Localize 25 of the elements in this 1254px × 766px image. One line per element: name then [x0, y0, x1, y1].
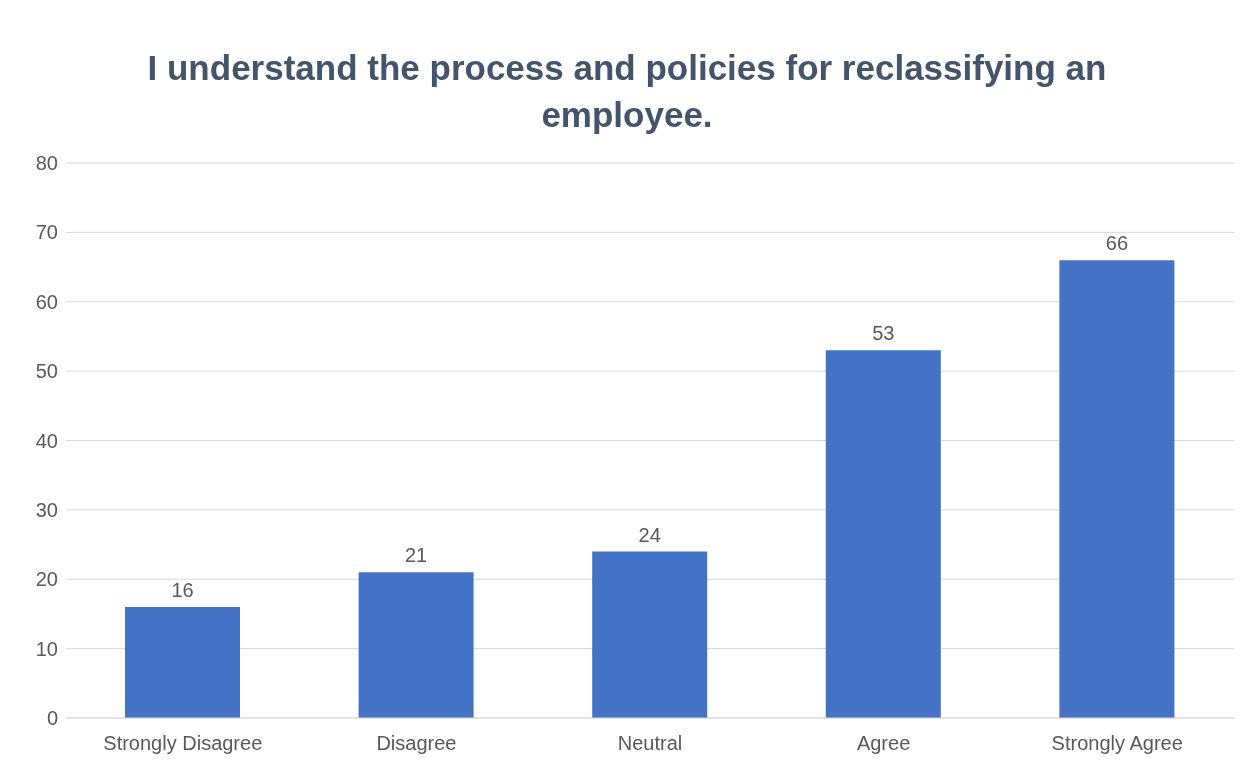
x-tick-label: Disagree [376, 732, 457, 755]
y-tick-label: 20 [35, 568, 58, 591]
x-tick-label: Agree [856, 732, 911, 755]
data-label: 66 [1105, 232, 1129, 255]
y-tick-label: 70 [35, 221, 58, 244]
bar [358, 572, 474, 718]
y-tick-label: 50 [35, 360, 58, 383]
data-label: 24 [638, 523, 661, 546]
data-label: 21 [404, 544, 428, 567]
y-tick-label: 80 [35, 152, 58, 175]
x-tick-label: Strongly Agree [1051, 732, 1183, 755]
bar [592, 551, 708, 718]
y-tick-label: 0 [46, 707, 58, 730]
x-tick-label: Neutral [617, 732, 683, 755]
bar [125, 607, 240, 718]
y-tick-label: 10 [35, 637, 58, 660]
data-label: 16 [171, 579, 194, 601]
x-tick-label: Strongly Disagree [103, 732, 263, 755]
bar [1059, 260, 1175, 718]
chart-title: I understand the process and policies for reclassifying an employee. [146, 47, 1108, 136]
y-tick-label: 60 [35, 290, 58, 313]
bar [825, 350, 941, 718]
y-tick-label: 40 [35, 429, 58, 452]
data-label: 53 [872, 322, 895, 345]
y-tick-label: 30 [35, 498, 58, 521]
